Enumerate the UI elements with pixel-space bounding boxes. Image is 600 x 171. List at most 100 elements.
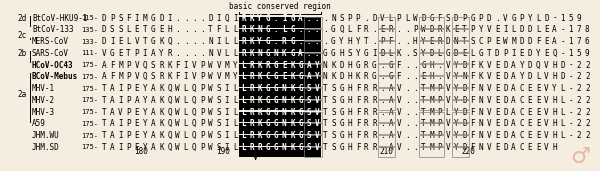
Text: I: I (217, 37, 221, 46)
Text: T: T (487, 49, 491, 58)
Text: D: D (520, 37, 524, 46)
Text: 175-: 175- (81, 133, 98, 139)
Text: T: T (102, 119, 106, 128)
Text: S: S (217, 96, 221, 105)
Text: -: - (569, 72, 573, 81)
Text: V: V (118, 108, 123, 117)
Text: G: G (110, 49, 115, 58)
Text: V: V (315, 84, 319, 93)
Text: Y: Y (339, 37, 344, 46)
Text: K: K (331, 61, 336, 70)
Text: R: R (372, 143, 377, 152)
Text: 1: 1 (569, 25, 573, 34)
Text: S: S (331, 119, 336, 128)
Text: K: K (167, 72, 172, 81)
Text: .: . (405, 119, 409, 128)
Text: BCoV-Mebus: BCoV-Mebus (32, 72, 78, 81)
Text: H: H (347, 96, 352, 105)
Text: W: W (503, 37, 508, 46)
Bar (239, 100, 321, 110)
Text: 115-: 115- (81, 15, 98, 21)
Text: H: H (347, 119, 352, 128)
Text: E: E (495, 119, 500, 128)
Text: Y: Y (454, 72, 458, 81)
Text: 190: 190 (216, 147, 230, 156)
Text: R: R (241, 14, 245, 23)
Text: E: E (118, 37, 123, 46)
Text: R: R (372, 119, 377, 128)
Text: A: A (552, 37, 557, 46)
Text: P: P (127, 119, 131, 128)
Text: P: P (200, 143, 205, 152)
Text: L: L (184, 143, 188, 152)
Text: A: A (388, 84, 393, 93)
Text: .: . (405, 143, 409, 152)
Text: R: R (437, 25, 442, 34)
Text: E: E (527, 108, 532, 117)
Text: A: A (151, 119, 155, 128)
Text: 2: 2 (577, 61, 581, 70)
Text: K: K (356, 72, 360, 81)
Text: K: K (249, 49, 254, 58)
Text: N: N (282, 96, 287, 105)
Text: P: P (200, 96, 205, 105)
Text: 2: 2 (585, 72, 590, 81)
Text: D: D (462, 131, 467, 140)
Text: V: V (315, 108, 319, 117)
Text: G: G (479, 49, 483, 58)
Text: W: W (175, 84, 180, 93)
Text: 2: 2 (577, 72, 581, 81)
Text: A: A (307, 61, 311, 70)
Text: .: . (380, 131, 385, 140)
Text: 7: 7 (577, 25, 581, 34)
Text: E: E (527, 84, 532, 93)
Text: K: K (159, 143, 164, 152)
Text: 7: 7 (577, 37, 581, 46)
Text: A: A (110, 119, 115, 128)
Text: Y: Y (315, 61, 319, 70)
Text: V: V (315, 143, 319, 152)
Text: K: K (249, 14, 254, 23)
Text: M: M (224, 72, 229, 81)
Text: E: E (495, 143, 500, 152)
Text: P: P (127, 131, 131, 140)
Text: V: V (380, 14, 385, 23)
Text: N: N (479, 96, 483, 105)
Text: R: R (159, 72, 164, 81)
Text: K: K (257, 131, 262, 140)
Text: V: V (487, 25, 491, 34)
Text: E: E (527, 96, 532, 105)
Text: 2: 2 (585, 96, 590, 105)
Text: R: R (249, 84, 254, 93)
Text: L: L (184, 84, 188, 93)
Text: V: V (544, 119, 548, 128)
Text: .: . (323, 25, 328, 34)
Text: E: E (118, 49, 123, 58)
Text: .: . (175, 14, 180, 23)
Text: .: . (274, 25, 278, 34)
Text: G: G (266, 25, 270, 34)
Text: I: I (224, 131, 229, 140)
Text: P: P (127, 61, 131, 70)
Text: R: R (241, 25, 245, 34)
Text: .: . (405, 131, 409, 140)
Text: T: T (323, 131, 328, 140)
Text: R: R (372, 131, 377, 140)
Text: L: L (233, 131, 238, 140)
Text: T: T (323, 108, 328, 117)
Text: D: D (503, 108, 508, 117)
Text: V: V (397, 143, 401, 152)
Text: P: P (462, 14, 467, 23)
Text: E: E (462, 49, 467, 58)
Text: T: T (127, 49, 131, 58)
Text: G: G (388, 61, 393, 70)
Text: S: S (331, 143, 336, 152)
Text: G: G (290, 25, 295, 34)
Text: G: G (339, 119, 344, 128)
Text: W: W (175, 131, 180, 140)
Text: S: S (413, 49, 418, 58)
Text: S: S (339, 14, 344, 23)
Text: 1: 1 (569, 37, 573, 46)
Text: T: T (143, 25, 148, 34)
Text: E: E (134, 119, 139, 128)
